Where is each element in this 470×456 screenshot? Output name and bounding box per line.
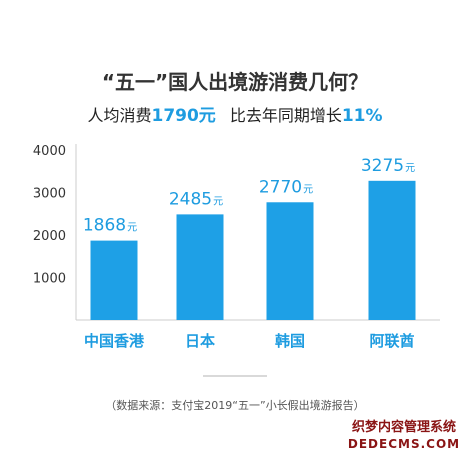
bar — [368, 180, 416, 320]
watermark-logo: 织梦内容管理系统 DEDECMS.COM — [348, 419, 460, 451]
y-tick-label: 4000 — [33, 144, 66, 159]
x-tick-label: 中国香港 — [84, 332, 145, 350]
y-tick-label: 1000 — [33, 272, 66, 287]
data-label: 3275元 — [361, 156, 415, 176]
x-tick-label: 阿联酋 — [369, 332, 414, 350]
y-tick-label: 3000 — [33, 187, 66, 202]
watermark-text-1: 织梦内容管理系统 — [352, 419, 456, 435]
x-tick-label: 韩国 — [275, 332, 305, 350]
data-label: 2485元 — [169, 189, 223, 209]
subtitle-text-1: 人均消费 — [87, 106, 152, 125]
data-label: 2770元 — [259, 177, 313, 197]
watermark-text-2: DEDECMS.COM — [348, 437, 460, 451]
subtitle-value-1: 1790元 — [151, 106, 216, 126]
x-tick-label: 日本 — [185, 332, 215, 350]
data-label: 1868元 — [83, 216, 137, 236]
bar — [176, 214, 224, 320]
subtitle-text-2: 比去年同期增长 — [229, 106, 342, 125]
chart-title: “五一”国人出境游消费几何？ — [101, 70, 369, 94]
y-tick-label: 2000 — [33, 229, 66, 244]
bar — [90, 240, 138, 320]
source-note: （数据来源：支付宝2019“五一”小长假出境游报告） — [105, 399, 365, 412]
subtitle-value-2: 11% — [341, 106, 383, 126]
divider — [203, 375, 267, 377]
bar — [266, 202, 314, 320]
chart-subtitle: 人均消费1790元 比去年同期增长11% — [0, 101, 470, 126]
